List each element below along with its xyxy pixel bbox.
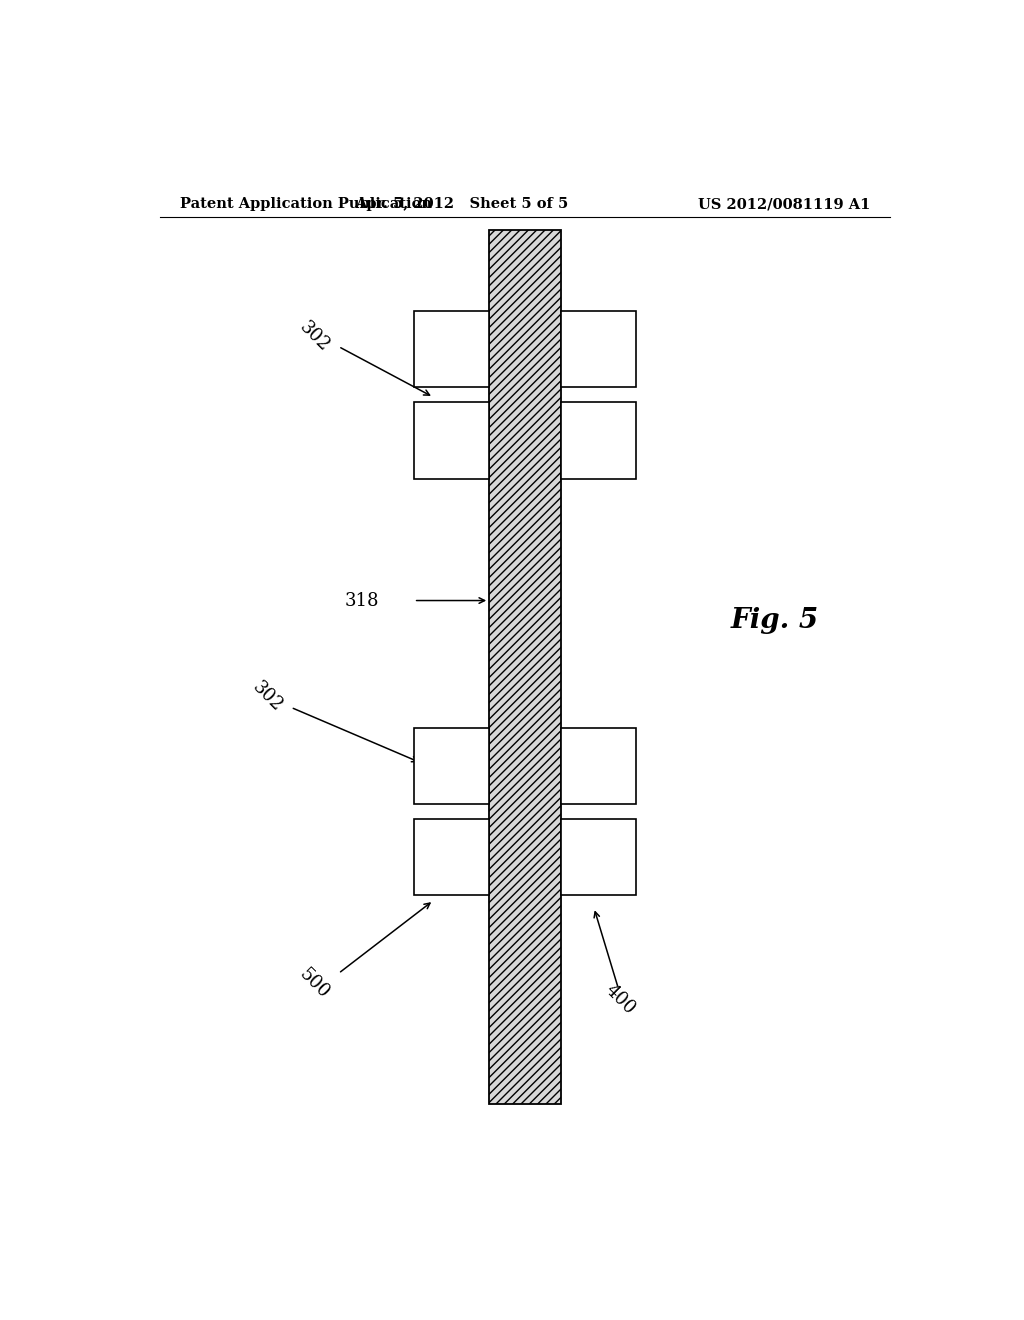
Text: Apr. 5, 2012   Sheet 5 of 5: Apr. 5, 2012 Sheet 5 of 5 (354, 197, 568, 211)
Text: US 2012/0081119 A1: US 2012/0081119 A1 (697, 197, 870, 211)
Bar (414, 727, 489, 804)
Text: 400: 400 (601, 982, 639, 1019)
Text: 318: 318 (345, 591, 379, 610)
Bar (560, 727, 636, 804)
Bar (489, 230, 560, 1104)
Bar (414, 818, 489, 895)
Text: 302: 302 (296, 318, 333, 355)
Bar (560, 403, 636, 479)
Bar (414, 312, 489, 387)
Bar (414, 403, 489, 479)
Text: 302: 302 (249, 678, 286, 715)
Bar (560, 312, 636, 387)
Text: 500: 500 (296, 965, 333, 1002)
Bar (560, 818, 636, 895)
Text: Patent Application Publication: Patent Application Publication (179, 197, 431, 211)
Text: Fig. 5: Fig. 5 (731, 607, 819, 635)
